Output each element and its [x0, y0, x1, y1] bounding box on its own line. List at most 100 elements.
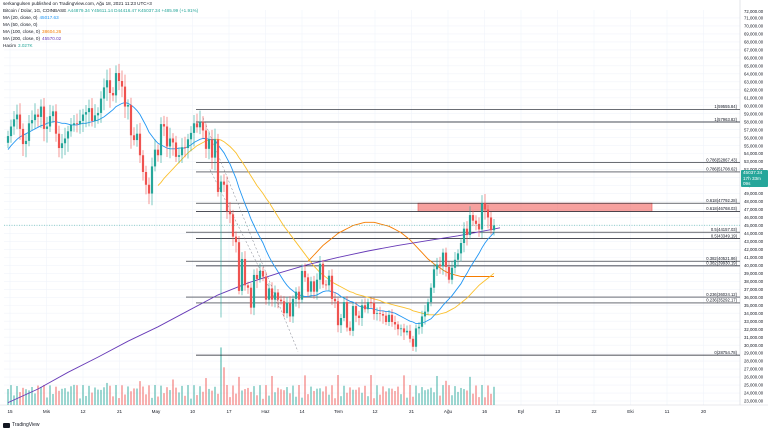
volume-bar	[160, 385, 162, 405]
y-tick-label: 36,000.00	[744, 295, 764, 300]
fib-label: 1(59555.84)	[714, 104, 737, 109]
volume-bar	[31, 386, 33, 405]
candle-body	[417, 326, 421, 329]
candle-body	[321, 263, 325, 285]
volume-bar	[343, 385, 345, 405]
y-tick-label: 25,000.00	[744, 383, 764, 388]
volume-bar	[232, 385, 234, 405]
volume-bar	[109, 385, 111, 405]
volume-bar	[154, 385, 156, 405]
candle-body	[372, 302, 376, 315]
volume-bar	[172, 379, 174, 405]
y-tick-label: 34,000.00	[744, 311, 764, 316]
candle-body	[123, 86, 127, 107]
volume-bar	[310, 386, 312, 405]
y-tick-label: 32,000.00	[744, 327, 764, 332]
volume-bar	[106, 382, 108, 405]
candle-body	[426, 302, 430, 312]
y-tick-label: 66,000.00	[744, 55, 764, 60]
volume-bar	[421, 387, 423, 405]
candle-body	[84, 112, 88, 115]
x-tick-label: Haz	[261, 409, 270, 414]
candle-body	[207, 139, 211, 149]
candle-body	[453, 259, 457, 268]
volume-bar	[82, 385, 84, 405]
candle-body	[171, 138, 175, 143]
volume-bar	[442, 385, 444, 405]
volume-bar	[328, 394, 330, 405]
candle-body	[180, 147, 184, 156]
volume-bar	[376, 385, 378, 405]
candle-body	[96, 112, 100, 116]
candle-body	[366, 302, 370, 310]
candle-body	[315, 279, 319, 292]
volume-bar	[37, 385, 39, 405]
indicator-ma200[interactable]: MA (200, close, 0) 45570.02	[3, 36, 62, 41]
candle-body	[369, 302, 373, 303]
volume-bar	[400, 394, 402, 405]
y-tick-label: 52,000.00	[744, 167, 764, 172]
indicator-ma50[interactable]: MA (50, close, 0)	[3, 22, 38, 27]
candle-body	[45, 126, 49, 129]
candle-body	[285, 302, 289, 314]
ma100-line	[307, 221, 494, 277]
volume-bar	[457, 391, 459, 405]
y-tick-label: 63,000.00	[744, 79, 764, 84]
tradingview-logo[interactable]: TradingView	[3, 422, 40, 428]
candle-body	[135, 133, 139, 141]
volume-bar	[133, 388, 135, 405]
x-tick-label: 17	[226, 409, 232, 414]
volume-bar	[340, 396, 342, 405]
volume-bar	[142, 386, 144, 405]
y-top-label: 72,000.00	[744, 9, 764, 14]
indicator-volume[interactable]: Hacim 3.027K	[3, 43, 33, 48]
y-tick-label: 69,000.00	[744, 32, 764, 37]
volume-bar	[352, 389, 354, 405]
indicator-ma100[interactable]: MA (100, close, 0) 38604.26	[3, 29, 62, 34]
volume-bar	[382, 386, 384, 405]
candle-body	[177, 155, 181, 157]
candle-body	[450, 267, 454, 280]
candle-body	[21, 128, 25, 145]
volume-bar	[7, 389, 9, 405]
volume-bar	[313, 390, 315, 405]
volume-bar	[298, 385, 300, 405]
candle-body	[36, 114, 40, 117]
volume-bar	[292, 385, 294, 405]
y-tick-label: 59,000.00	[744, 111, 764, 116]
candle-body	[465, 228, 469, 236]
volume-bar	[112, 396, 114, 405]
volume-bar	[103, 387, 105, 405]
volume-bar	[19, 392, 21, 405]
volume-bar	[94, 387, 96, 405]
volume-bar	[397, 386, 399, 405]
candle-body	[6, 136, 10, 143]
candle-body	[438, 264, 442, 267]
volume-bar	[430, 387, 432, 405]
symbol-line: Bitcoin / Dolar, 1G, COINBASE A44879.34 …	[3, 8, 199, 13]
candle-body	[459, 243, 463, 254]
candle-body	[117, 73, 121, 82]
candle-body	[288, 302, 292, 317]
y-tick-label: 42,000.00	[744, 247, 764, 252]
fib-label: 1(57963.82)	[714, 117, 737, 122]
fib-label: 0(28754.78)	[714, 350, 737, 355]
candle-body	[393, 322, 397, 325]
volume-bar	[148, 385, 150, 405]
fib-label: 0.618(46768.03)	[706, 206, 737, 211]
candle-body	[231, 214, 235, 237]
candle-body	[354, 306, 358, 316]
volume-bar	[493, 386, 495, 405]
y-tick-label: 48,000.00	[744, 199, 764, 204]
candle-body	[57, 133, 61, 149]
volume-bar	[301, 397, 303, 405]
candle-body	[90, 108, 94, 121]
candle-body	[435, 264, 439, 270]
x-tick-label: Eki	[627, 409, 633, 414]
volume-bar	[28, 390, 30, 405]
volume-bar	[337, 375, 339, 405]
volume-bar	[247, 387, 249, 405]
candle-body	[402, 328, 406, 333]
indicator-ma20[interactable]: MA (20, close, 0) 45017.63	[3, 15, 59, 20]
